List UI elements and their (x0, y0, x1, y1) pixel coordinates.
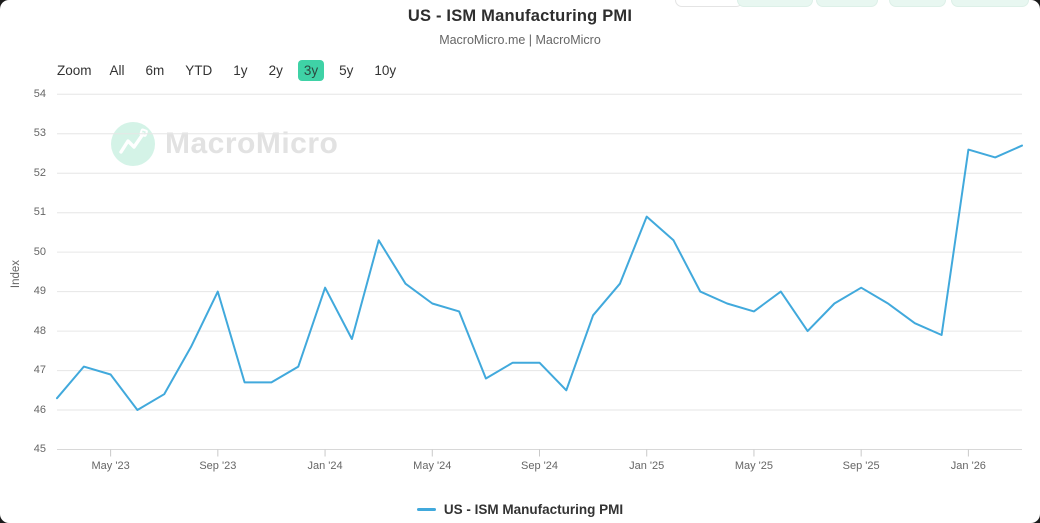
series-line (56, 144, 1023, 411)
legend-label: US - ISM Manufacturing PMI (443, 502, 624, 517)
legend-line-marker (416, 508, 436, 511)
range-button-ytd[interactable]: YTD (185, 63, 213, 78)
chart-title: US - ISM Manufacturing PMI (407, 7, 633, 25)
legend-item[interactable]: US - ISM Manufacturing PMI (0, 502, 1040, 517)
chart-subtitle: MacroMicro.me | MacroMicro (439, 33, 601, 47)
range-selector-label: Zoom (57, 63, 92, 78)
range-button-1y[interactable]: 1y (233, 63, 248, 78)
range-button-10y[interactable]: 10y (374, 63, 397, 78)
range-button-6m[interactable]: 6m (145, 63, 165, 78)
range-button-2y[interactable]: 2y (268, 63, 283, 78)
range-button-5y[interactable]: 5y (339, 63, 354, 78)
range-selector: Zoom All 6m YTD 1y 2y 3y 5y 10y (57, 60, 402, 81)
range-button-3y[interactable]: 3y (297, 60, 325, 81)
range-button-all[interactable]: All (109, 63, 125, 78)
